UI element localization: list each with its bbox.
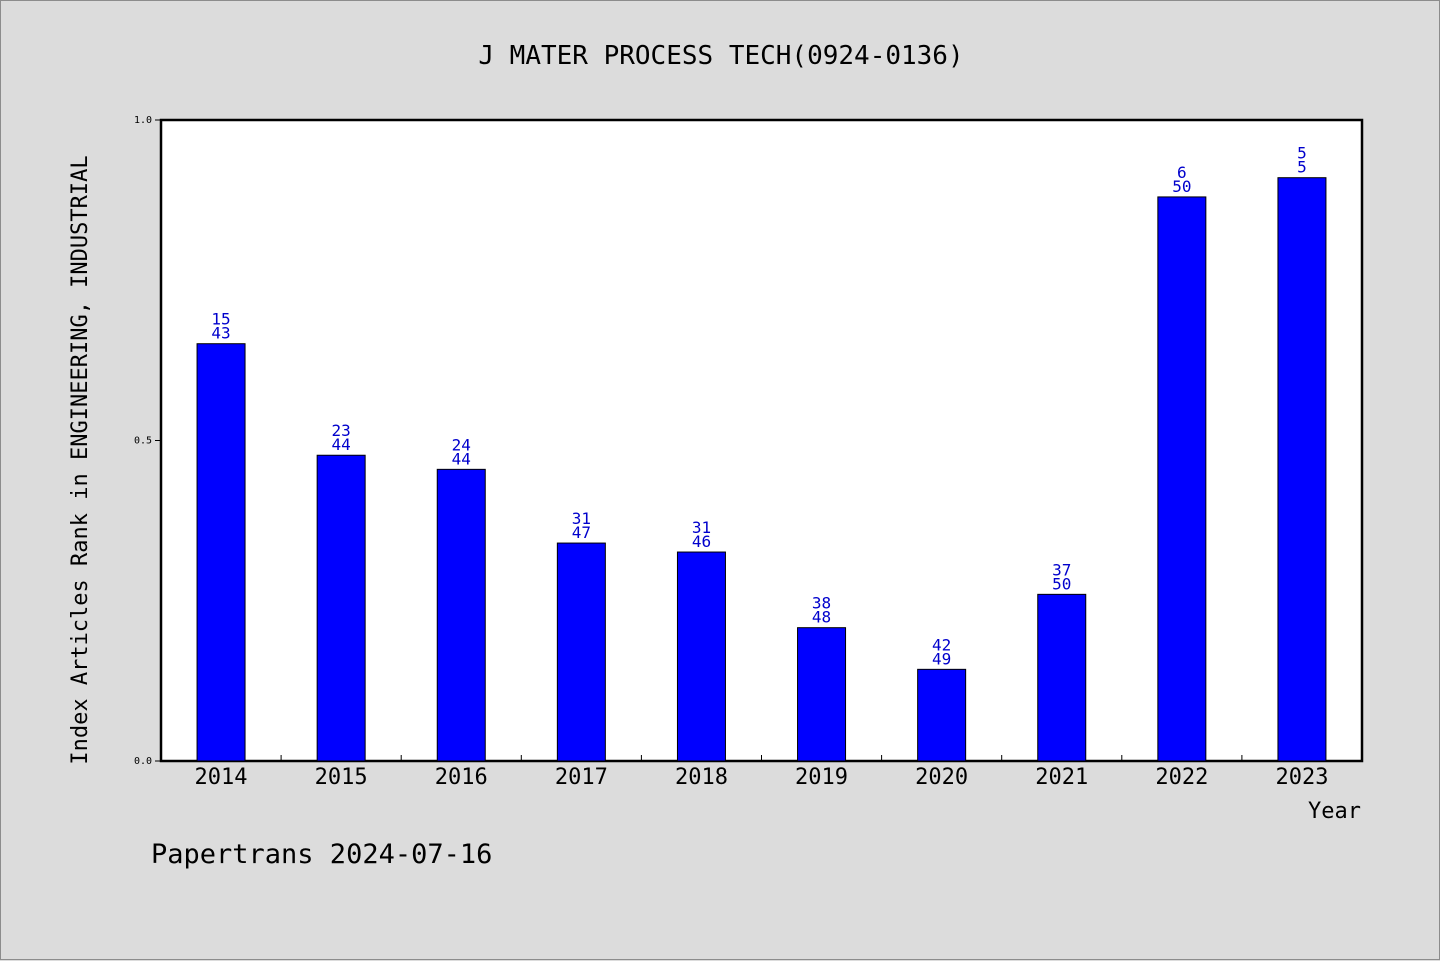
- x-ticks-layer: 2014 2015 2016 2017 2018 2019 2020 2021 2022 2023: [195, 755, 1328, 790]
- y-axis-label: Index Articles Rank in ENGINEERING, INDU…: [68, 155, 93, 764]
- bar-2017: [556, 542, 606, 762]
- x-tick-label-2021: 2021: [1035, 765, 1088, 790]
- bar-2019: [797, 627, 847, 762]
- y-tick-label-2: 1.0: [134, 115, 152, 126]
- bar-2023: [1277, 177, 1327, 762]
- bar-label-bottom-2023: 5: [1297, 158, 1307, 177]
- bar-label-top-2015: 23: [332, 421, 351, 440]
- x-tick-label-2022: 2022: [1155, 765, 1208, 790]
- bar-label-bottom-2022: 50: [1172, 177, 1191, 196]
- bar-label-bottom-2021: 50: [1052, 574, 1071, 593]
- x-tick-label-2020: 2020: [915, 765, 968, 790]
- bar-label-bottom-2018: 46: [692, 532, 711, 551]
- y-tick-label-0: 0.0: [134, 756, 152, 767]
- y-ticks-layer: 0.0 0.5 1.0: [134, 115, 161, 767]
- bar-2020: [917, 668, 967, 762]
- footer-stamp: Papertrans 2024-07-16: [151, 839, 492, 870]
- bar-label-top-2023: 5: [1297, 144, 1307, 163]
- x-axis-label: Year: [1308, 799, 1361, 824]
- x-tick-label-2018: 2018: [675, 765, 728, 790]
- x-tick-label-2016: 2016: [435, 765, 488, 790]
- bar-label-top-2022: 6: [1177, 163, 1187, 182]
- bar-2015: [316, 454, 366, 762]
- x-tick-label-2019: 2019: [795, 765, 848, 790]
- bar-label-bottom-2014: 43: [211, 324, 230, 343]
- bars-layer: [196, 177, 1327, 762]
- bar-label-top-2018: 31: [692, 518, 711, 537]
- bar-label-top-2014: 15: [211, 310, 230, 329]
- bar-label-bottom-2016: 44: [452, 449, 471, 468]
- bar-label-bottom-2015: 44: [332, 435, 351, 454]
- bar-label-top-2020: 42: [932, 635, 951, 654]
- bar-label-bottom-2019: 48: [812, 608, 831, 627]
- bar-label-top-2019: 38: [812, 594, 831, 613]
- bar-label-bottom-2020: 49: [932, 649, 951, 668]
- bar-2014: [196, 343, 246, 762]
- bar-label-bottom-2017: 47: [572, 523, 591, 542]
- y-tick-label-1: 0.5: [134, 436, 152, 447]
- chart-title: J MATER PROCESS TECH(0924-0136): [478, 41, 963, 71]
- bar-label-top-2017: 31: [572, 509, 591, 528]
- bar-2021: [1037, 593, 1087, 762]
- bar-label-top-2021: 37: [1052, 560, 1071, 579]
- x-tick-label-2015: 2015: [315, 765, 368, 790]
- bar-2018: [676, 551, 726, 762]
- bar-label-top-2016: 24: [452, 435, 471, 454]
- bar-2016: [436, 468, 486, 762]
- x-tick-label-2014: 2014: [195, 765, 248, 790]
- bar-2022: [1157, 196, 1207, 762]
- x-tick-label-2023: 2023: [1275, 765, 1328, 790]
- x-tick-label-2017: 2017: [555, 765, 608, 790]
